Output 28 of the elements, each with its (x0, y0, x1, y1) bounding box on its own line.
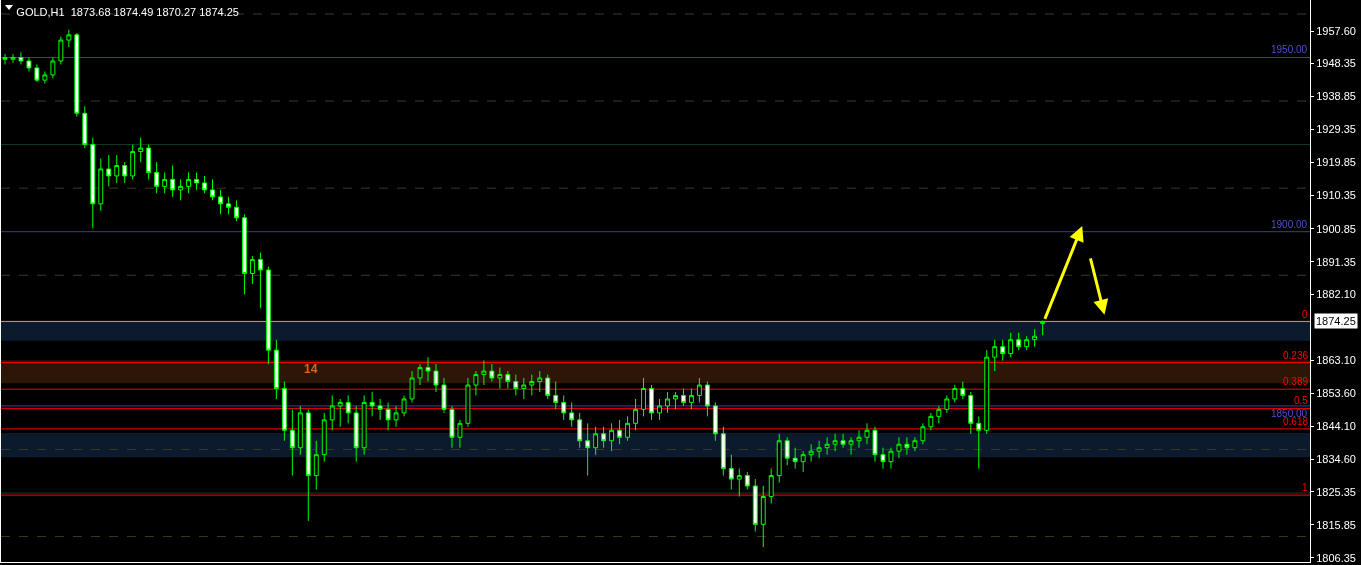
y-tick-label: 1825.35 (1316, 485, 1356, 498)
y-tick-label: 1863.10 (1316, 354, 1356, 367)
y-tick-label: 1815.85 (1316, 518, 1356, 531)
annotation: 0 (1302, 309, 1308, 320)
ref-line-label: 1850.00 (1271, 408, 1308, 419)
annotation: 0.618 (1283, 416, 1309, 427)
y-tick-label: 1891.35 (1316, 255, 1356, 268)
y-tick-label: 1834.60 (1316, 453, 1356, 466)
ref-line-label: 1950.00 (1271, 44, 1308, 55)
ref-line-label: 1874.25 (1316, 315, 1356, 327)
annotation: 0.5 (1294, 395, 1309, 406)
annotation: 0.236 (1283, 350, 1309, 361)
y-tick-label: 1948.35 (1316, 57, 1356, 70)
y-tick-label: 1806.35 (1316, 551, 1356, 564)
y-tick-label: 1919.85 (1316, 156, 1356, 169)
y-tick-label: 1957.60 (1316, 24, 1356, 37)
y-tick-label: 1900.85 (1316, 222, 1356, 235)
y-tick-label: 1938.85 (1316, 90, 1356, 103)
ref-line-label: 1900.00 (1271, 219, 1308, 230)
annotation: 0.389 (1283, 376, 1309, 387)
band-label: 14 (304, 362, 318, 376)
y-tick-label: 1882.10 (1316, 287, 1356, 300)
y-tick-label: 1929.35 (1316, 123, 1356, 136)
text: GOLD,H1 1873.68 1874.49 1870.27 1874.25 (16, 6, 239, 19)
y-tick-label: 1844.10 (1316, 420, 1356, 433)
y-tick-label: 1853.60 (1316, 387, 1356, 400)
y-tick-label: 1910.35 (1316, 189, 1356, 202)
annotation: 1 (1302, 482, 1308, 493)
